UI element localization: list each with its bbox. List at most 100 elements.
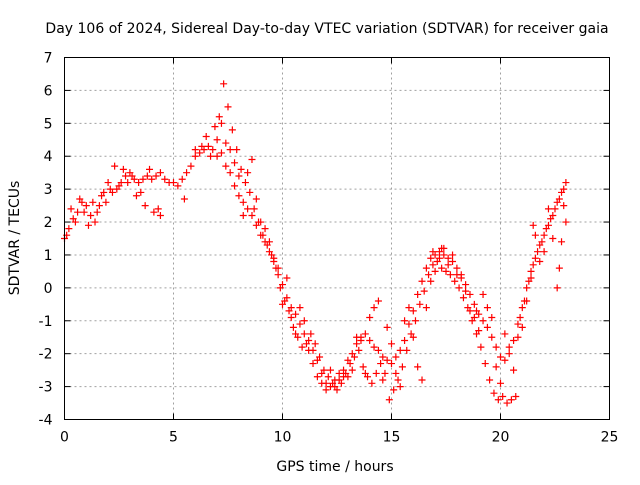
data-point: [119, 165, 127, 173]
data-point: [320, 366, 328, 374]
data-point: [198, 142, 206, 150]
data-point: [226, 146, 234, 154]
data-point: [285, 307, 293, 315]
data-point: [534, 248, 542, 256]
data-point: [250, 205, 258, 213]
data-point: [300, 330, 308, 338]
data-point: [416, 300, 424, 308]
data-point: [418, 376, 426, 384]
data-point: [492, 343, 500, 351]
data-point: [555, 264, 563, 272]
data-point: [431, 267, 439, 275]
data-point: [146, 165, 154, 173]
data-point: [350, 353, 358, 361]
data-point: [527, 274, 535, 282]
data-point: [523, 297, 531, 305]
data-point: [161, 175, 169, 183]
data-point: [499, 392, 507, 400]
data-point: [143, 172, 151, 180]
data-point: [488, 313, 496, 321]
data-point: [233, 146, 241, 154]
y-tick-label: -2: [39, 347, 53, 363]
data-point: [479, 317, 487, 325]
data-point: [562, 179, 570, 187]
data-point: [122, 172, 130, 180]
data-point: [405, 304, 413, 312]
x-tick-label: 25: [601, 430, 619, 446]
data-point: [357, 337, 365, 345]
data-point: [366, 337, 374, 345]
x-tick-label: 15: [383, 430, 401, 446]
data-point: [486, 376, 494, 384]
data-point: [170, 179, 177, 187]
data-point: [420, 287, 428, 295]
data-point: [514, 333, 522, 341]
data-point: [401, 337, 409, 345]
data-point: [553, 284, 561, 292]
data-point: [560, 185, 568, 193]
data-point: [505, 343, 513, 351]
data-point: [292, 330, 300, 338]
data-point: [560, 202, 568, 210]
data-point: [76, 195, 84, 203]
data-point: [429, 261, 437, 269]
data-point: [217, 149, 225, 157]
data-point: [300, 317, 308, 325]
data-point: [241, 179, 249, 187]
data-point: [346, 360, 354, 368]
data-point: [523, 284, 531, 292]
data-point: [401, 317, 409, 325]
data-point: [135, 179, 143, 187]
data-point: [124, 179, 132, 187]
data-point: [139, 175, 147, 183]
data-point: [457, 274, 465, 282]
data-point: [442, 267, 450, 275]
y-tick-label: 7: [44, 51, 53, 67]
data-point: [422, 304, 430, 312]
data-point: [152, 172, 160, 180]
data-point: [549, 235, 557, 242]
data-point: [353, 333, 361, 341]
data-point: [211, 123, 219, 131]
data-point: [274, 271, 282, 279]
data-point: [226, 169, 234, 177]
data-point: [217, 119, 225, 127]
data-point: [248, 211, 256, 219]
data-point: [462, 287, 470, 295]
data-point: [305, 346, 313, 354]
data-point: [302, 340, 310, 348]
data-point: [228, 126, 236, 134]
data-point: [191, 146, 199, 154]
data-point: [518, 304, 526, 312]
data-point: [409, 307, 417, 315]
data-point: [309, 360, 317, 368]
data-point: [276, 284, 284, 292]
data-point: [215, 113, 223, 121]
data-point: [405, 320, 413, 328]
data-point: [128, 172, 136, 180]
data-point: [307, 330, 315, 338]
data-point: [510, 337, 518, 345]
data-point: [374, 346, 382, 354]
data-point: [283, 274, 291, 282]
data-point: [422, 264, 430, 272]
data-point: [531, 254, 539, 262]
data-point: [466, 290, 474, 298]
data-point: [446, 271, 454, 279]
data-point: [324, 373, 332, 381]
data-point: [224, 103, 232, 111]
data-point: [453, 264, 461, 272]
data-point: [71, 218, 79, 226]
data-point: [84, 221, 92, 229]
data-point: [287, 313, 295, 321]
data-point: [344, 373, 352, 381]
data-point: [449, 258, 457, 266]
data-point: [514, 320, 522, 328]
data-point: [538, 238, 546, 246]
data-point: [449, 251, 457, 259]
data-point: [180, 195, 188, 203]
data-point: [289, 323, 297, 331]
data-point: [388, 340, 395, 348]
data-point: [67, 205, 75, 213]
y-tick-labels: -4 -3 -2 -1 0 1 2 3 4 5 6 7: [39, 51, 53, 429]
